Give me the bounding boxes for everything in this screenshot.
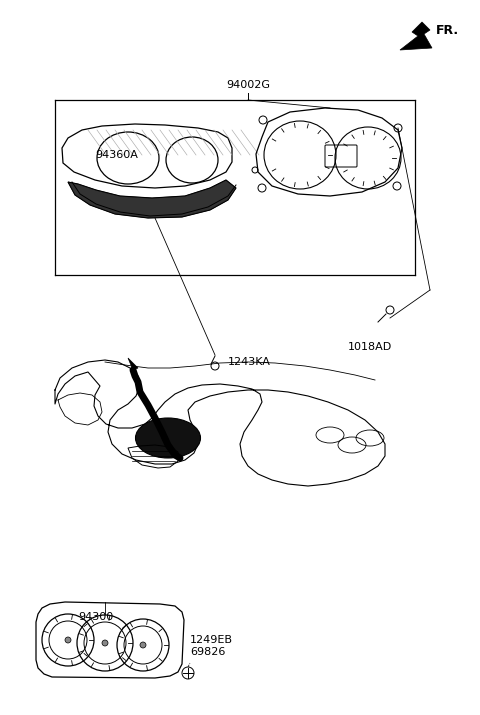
Text: 94300: 94300 — [78, 612, 113, 622]
Text: 1249EB: 1249EB — [190, 635, 233, 645]
Text: 1018AD: 1018AD — [348, 342, 392, 352]
Text: 94002G: 94002G — [226, 80, 270, 90]
Ellipse shape — [135, 418, 201, 458]
Polygon shape — [68, 180, 236, 218]
Text: 1243KA: 1243KA — [228, 357, 271, 367]
Polygon shape — [400, 22, 432, 50]
Circle shape — [102, 640, 108, 646]
Text: 94360A: 94360A — [95, 150, 138, 160]
Circle shape — [65, 637, 71, 643]
Text: 69826: 69826 — [190, 647, 226, 657]
Polygon shape — [128, 358, 138, 370]
Circle shape — [140, 642, 146, 648]
Text: FR.: FR. — [436, 24, 459, 36]
